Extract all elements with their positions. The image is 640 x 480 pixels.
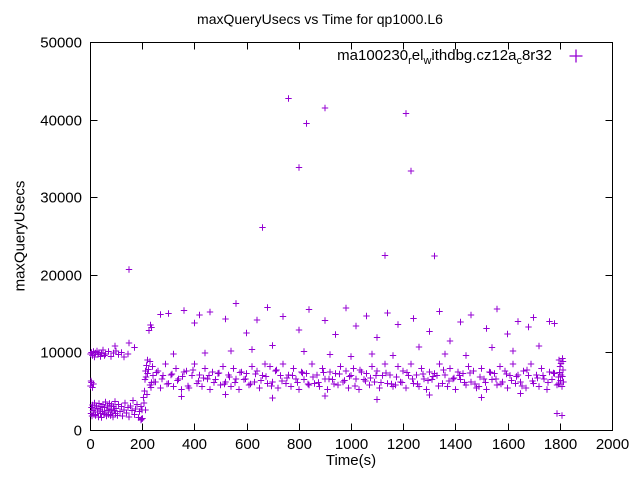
x-tick-label: 1800: [544, 436, 577, 453]
y-tick-label: 50000: [40, 35, 82, 52]
axis-ticks: [90, 42, 613, 431]
x-tick-label: 2000: [596, 436, 629, 453]
legend-text-part: ithdbg.cz12a: [431, 47, 517, 64]
x-tick-label: 1000: [335, 436, 368, 453]
chart-title: maxQueryUsecs vs Time for qp1000.L6: [197, 11, 443, 27]
x-tick-label: 800: [287, 436, 312, 453]
x-tick-label: 200: [130, 436, 155, 453]
x-tick-label: 1200: [387, 436, 420, 453]
y-tick-label: 40000: [40, 113, 82, 130]
legend-text-part: r: [408, 55, 412, 67]
y-tick-label: 0: [74, 423, 82, 440]
x-tick-label: 0: [86, 436, 94, 453]
legend-plus-marker-icon: [568, 48, 584, 64]
legend: ma100230relwithdbg.cz12ac8r32: [337, 47, 584, 67]
y-tick-label: 10000: [40, 345, 82, 362]
x-tick-label: 400: [182, 436, 207, 453]
legend-label: ma100230relwithdbg.cz12ac8r32: [337, 47, 552, 67]
y-axis-label: maxQueryUsecs: [11, 180, 29, 292]
legend-text-part: w: [423, 55, 432, 67]
scatter-points: [87, 95, 567, 424]
x-axis-label: Time(s): [325, 452, 377, 469]
legend-text-part: el: [411, 47, 424, 64]
legend-text-part: 8r32: [521, 47, 552, 64]
y-tick-label: 30000: [40, 190, 82, 207]
legend-text-part: ma100230: [337, 47, 409, 64]
x-tick-label: 600: [235, 436, 260, 453]
x-tick-label: 1600: [492, 436, 525, 453]
x-tick-label: 1400: [439, 436, 472, 453]
y-tick-label: 20000: [40, 268, 82, 285]
legend-text-part: c: [516, 55, 522, 67]
